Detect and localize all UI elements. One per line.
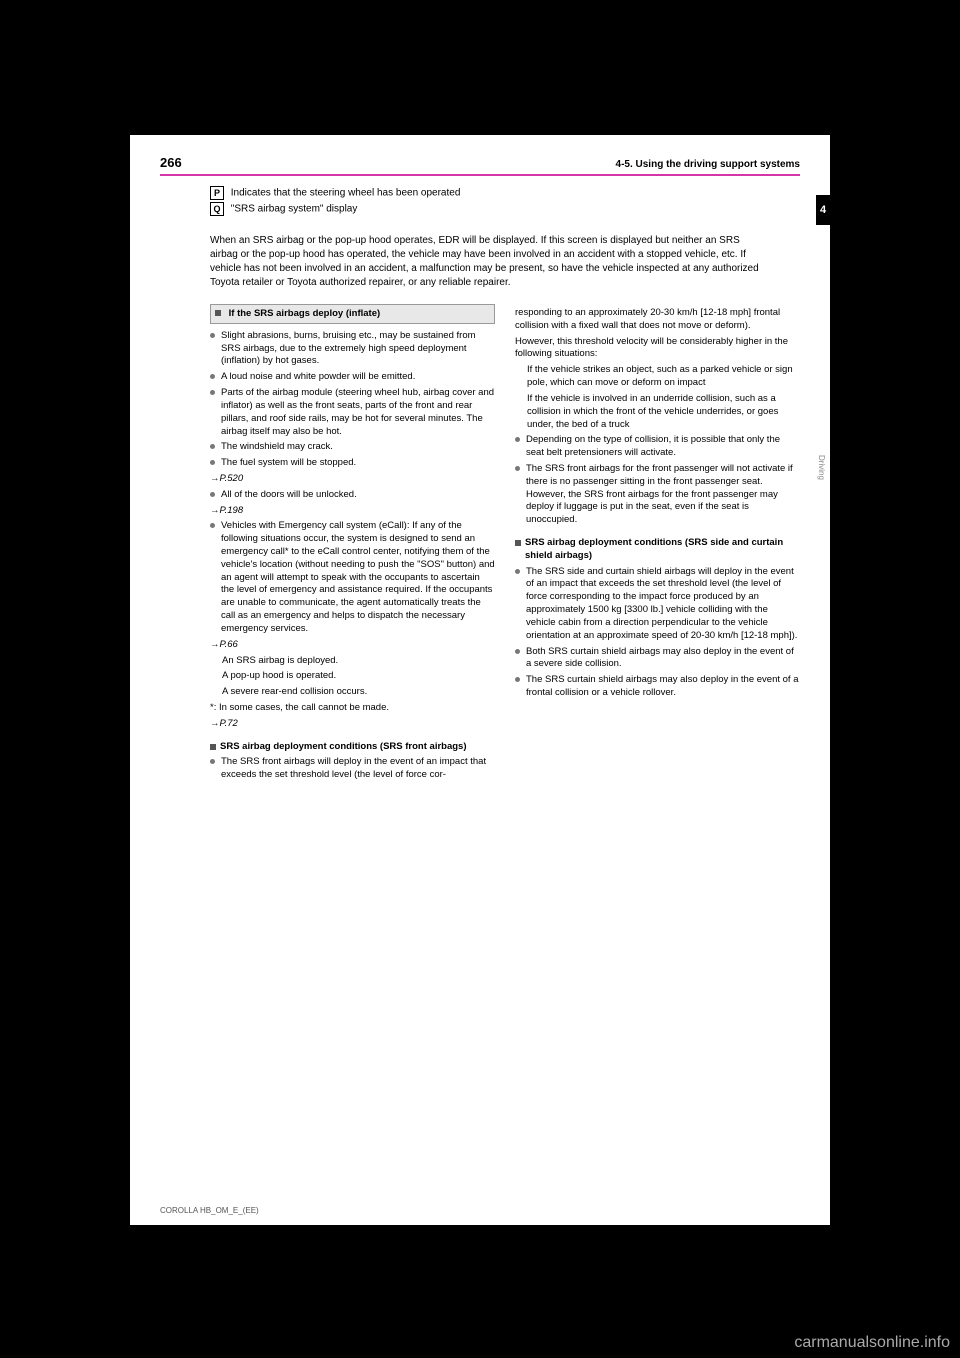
square-bullet-icon [515,540,521,546]
bullet-icon [515,677,520,682]
bullet-icon [210,460,215,465]
list-item: The SRS front airbags will deploy in the… [210,756,495,782]
page-reference: →P.72 [210,718,495,731]
bullet-text: Both SRS curtain shield airbags may also… [526,646,800,672]
list-item: The SRS front airbags for the front pass… [515,463,800,527]
subheading-text: SRS airbag deployment conditions (SRS fr… [220,741,467,754]
list-item: The SRS side and curtain shield airbags … [515,566,800,643]
bullet-text: The SRS side and curtain shield airbags … [526,566,800,643]
bullet-icon [210,523,215,528]
square-bullet-icon [215,310,221,316]
page-reference: →P.520 [210,473,495,486]
letter-box-q: Q [210,202,224,216]
paragraph: However, this threshold velocity will be… [515,336,800,362]
bullet-text: The SRS curtain shield airbags may also … [526,674,800,700]
side-label: Driving [817,455,826,480]
definition-q-text: "SRS airbag system" display [231,204,358,215]
bullet-icon [210,374,215,379]
right-subheading: SRS airbag deployment conditions (SRS si… [515,537,800,563]
list-item: Slight abrasions, burns, bruising etc., … [210,330,495,368]
square-bullet-icon [210,744,216,750]
page-number: 266 [160,155,182,170]
list-item: Both SRS curtain shield airbags may also… [515,646,800,672]
bullet-text: A loud noise and white powder will be em… [221,371,415,384]
left-column: If the SRS airbags deploy (inflate) Slig… [210,304,495,785]
left-heading-text: If the SRS airbags deploy (inflate) [229,308,381,319]
bullet-text: The windshield may crack. [221,441,333,454]
bullet-text: The fuel system will be stopped. [221,457,356,470]
bullet-text: All of the doors will be unlocked. [221,489,357,502]
sub-item: A severe rear-end collision occurs. [210,686,495,699]
bullet-icon [210,759,215,764]
bullet-icon [210,390,215,395]
sub-item: If the vehicle is involved in an underri… [515,393,800,431]
sub-item: If the vehicle strikes an object, such a… [515,364,800,390]
list-item: Vehicles with Emergency call system (eCa… [210,520,495,635]
chapter-tab: 4 [816,195,830,225]
page-header: 266 4-5. Using the driving support syste… [160,155,800,170]
bullet-text: The SRS front airbags for the front pass… [526,463,800,527]
left-subheading: SRS airbag deployment conditions (SRS fr… [210,741,495,754]
two-column-layout: If the SRS airbags deploy (inflate) Slig… [210,304,800,785]
bullet-icon [210,492,215,497]
right-column: responding to an approximately 20-30 km/… [515,304,800,785]
list-item: All of the doors will be unlocked. [210,489,495,502]
list-item: A loud noise and white powder will be em… [210,371,495,384]
list-item: The windshield may crack. [210,441,495,454]
left-section-heading: If the SRS airbags deploy (inflate) [210,304,495,324]
page-reference: →P.198 [210,505,495,518]
bullet-text: Slight abrasions, burns, bruising etc., … [221,330,495,368]
letter-box-p: P [210,186,224,200]
footnote: *: In some cases, the call cannot be mad… [210,702,495,715]
footer-code: COROLLA HB_OM_E_(EE) [160,1206,259,1215]
bullet-text: Parts of the airbag module (steering whe… [221,387,495,438]
list-item: Parts of the airbag module (steering whe… [210,387,495,438]
section-title: 4-5. Using the driving support systems [616,159,800,170]
sub-item: A pop-up hood is operated. [210,670,495,683]
list-item: The SRS curtain shield airbags may also … [515,674,800,700]
list-item: Depending on the type of collision, it i… [515,434,800,460]
bullet-icon [515,649,520,654]
bullet-icon [210,444,215,449]
bullet-icon [515,466,520,471]
intro-paragraph: When an SRS airbag or the pop-up hood op… [210,234,770,290]
continuation-para: responding to an approximately 20-30 km/… [515,307,800,333]
bullet-text: Vehicles with Emergency call system (eCa… [221,520,495,635]
manual-page: 266 4-5. Using the driving support syste… [130,135,830,1225]
subheading-text: SRS airbag deployment conditions (SRS si… [525,537,800,563]
bullet-text: The SRS front airbags will deploy in the… [221,756,495,782]
list-item: The fuel system will be stopped. [210,457,495,470]
sub-item: An SRS airbag is deployed. [210,655,495,668]
bullet-text: Depending on the type of collision, it i… [526,434,800,460]
watermark: carmanualsonline.info [794,1334,950,1352]
bullet-icon [515,437,520,442]
definition-p-text: Indicates that the steering wheel has be… [231,188,461,199]
bullet-icon [210,333,215,338]
definition-q: Q "SRS airbag system" display [160,202,800,216]
page-reference: →P.66 [210,639,495,652]
header-rule [160,174,800,176]
bullet-icon [515,569,520,574]
definition-p: P Indicates that the steering wheel has … [160,186,800,200]
